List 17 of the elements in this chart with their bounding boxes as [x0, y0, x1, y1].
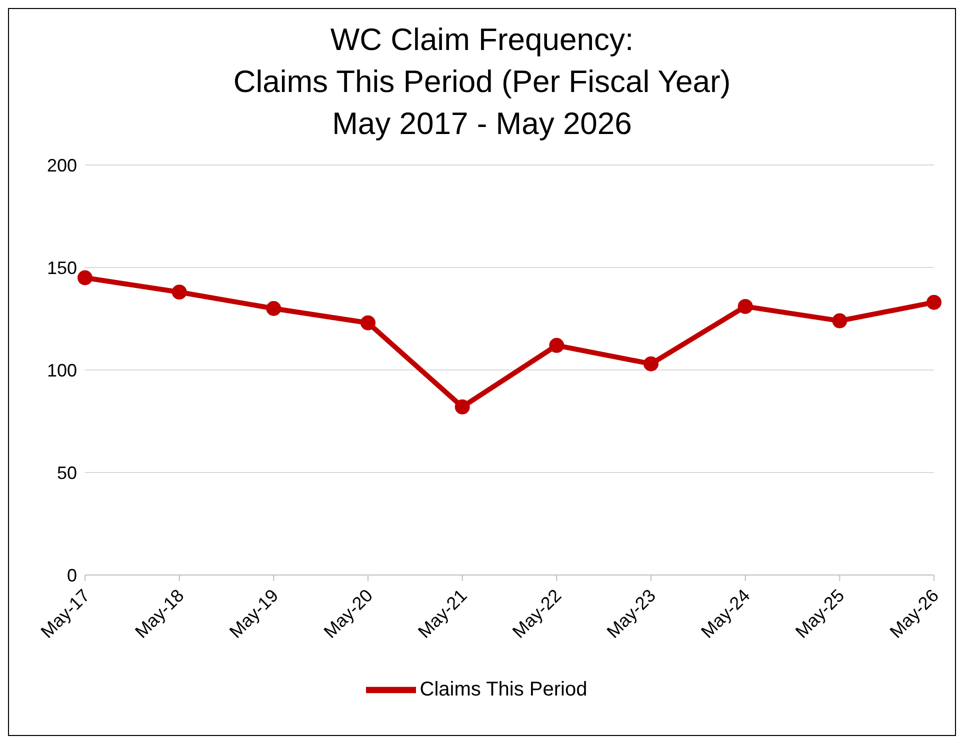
- point: [926, 294, 942, 310]
- point: [172, 284, 187, 300]
- point: [266, 301, 282, 316]
- point: [78, 270, 92, 286]
- point: [454, 399, 470, 414]
- point: [738, 298, 753, 314]
- chart-title: WC Claim Frequency: Claims This Period (Per Fiscal Year) May 2017 - May 2026: [232, 21, 732, 143]
- y-tick-label: 0: [66, 565, 77, 586]
- y-tick-label: 150: [46, 258, 77, 278]
- y-tick-label: 100: [46, 360, 77, 380]
- point: [549, 338, 564, 353]
- y-tick-label: 50: [56, 462, 77, 483]
- point: [360, 315, 376, 330]
- y-tick-label: 200: [46, 155, 77, 176]
- point: [644, 356, 658, 372]
- point: [832, 313, 848, 328]
- legend-label: Claims This Period: [420, 678, 588, 700]
